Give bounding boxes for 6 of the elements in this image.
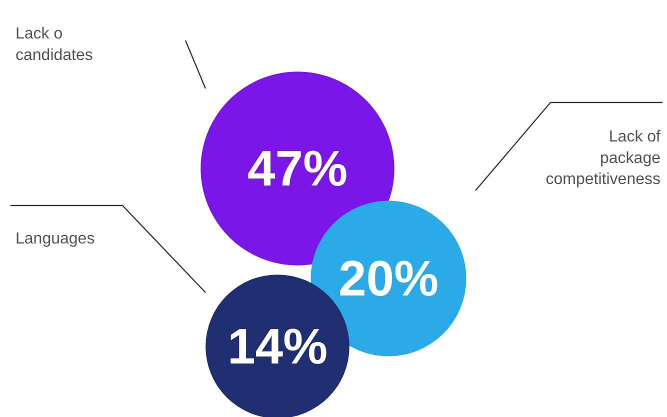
category-label: Languages [16, 230, 95, 248]
data-label: 47% [247, 140, 348, 196]
category-label: Lack o candidates [16, 26, 93, 64]
data-label: 20% [338, 250, 439, 306]
category-label: Lack of package competitiveness [546, 128, 662, 188]
data-label: 14% [227, 318, 328, 374]
